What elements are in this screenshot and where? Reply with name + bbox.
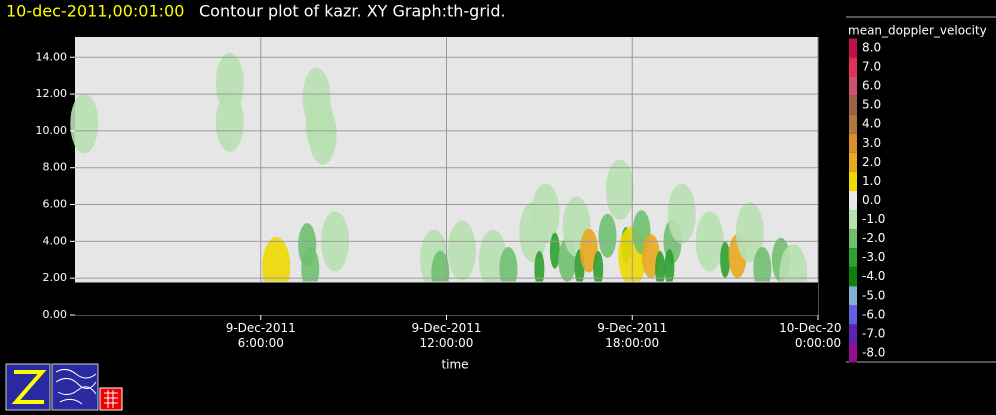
contour-cell <box>735 202 764 263</box>
colorbar-label: 0.0 <box>862 193 881 207</box>
y-tick-label: 8.00 <box>43 161 68 174</box>
contour-cell <box>753 246 772 291</box>
y-tick-label: 0.00 <box>43 308 68 321</box>
colorbar-swatch <box>849 248 857 268</box>
colorbar-label: -7.0 <box>862 326 885 340</box>
colorbar-swatch <box>849 95 857 115</box>
y-tick-label: 4.00 <box>43 234 68 247</box>
colorbar-swatch <box>849 286 857 306</box>
colorbar-swatch <box>849 171 857 191</box>
contour-cell <box>531 183 560 244</box>
colorbar-label: 4.0 <box>862 117 881 131</box>
colorbar-swatch <box>849 267 857 287</box>
colorbar-swatch <box>849 210 857 230</box>
plot <box>70 53 808 305</box>
contour-cell <box>598 213 617 258</box>
colorbar-label: 2.0 <box>862 155 881 169</box>
colorbar-label: 8.0 <box>862 41 881 55</box>
contour-cell <box>308 104 337 165</box>
contour-cell <box>579 228 598 273</box>
y-tick-label: 2.00 <box>43 271 68 284</box>
contour-cell <box>70 93 99 154</box>
x-axis-title: time <box>441 358 468 372</box>
colorbar-label: 6.0 <box>862 79 881 93</box>
colorbar-swatch <box>849 190 857 211</box>
colorbar-label: -5.0 <box>862 288 885 302</box>
no-data-band <box>75 282 818 315</box>
colorbar-swatch <box>849 76 857 96</box>
colorbar-label: 7.0 <box>862 60 881 74</box>
x-tick-label: 9-Dec-2011 12:00:00 <box>411 321 481 350</box>
colorbar-label: -4.0 <box>862 269 885 283</box>
colorbar-swatch <box>849 38 857 58</box>
contour-cell <box>215 91 244 152</box>
contour-cell <box>499 246 518 291</box>
contour-cell <box>605 159 634 220</box>
colorbar-swatch <box>849 133 857 153</box>
colorbar-swatch <box>849 114 857 134</box>
colorbar-label: 5.0 <box>862 98 881 112</box>
colorbar-swatch <box>849 229 857 249</box>
contour-cell <box>301 246 320 291</box>
chart-title: Contour plot of kazr. XY Graph:th-grid. <box>199 2 506 21</box>
colorbar-title: mean_doppler_velocity <box>848 24 987 38</box>
x-tick-label: 9-Dec-2011 6:00:00 <box>226 321 296 350</box>
colorbar-label: -3.0 <box>862 250 885 264</box>
contour-cell <box>720 241 731 278</box>
y-tick-label: 6.00 <box>43 198 68 211</box>
colorbar-label: -8.0 <box>862 345 885 359</box>
x-tick-label: 10-Dec-2011 0:00:00 <box>779 321 857 350</box>
y-tick-label: 10.00 <box>36 124 68 137</box>
colorbar-label: 3.0 <box>862 136 881 150</box>
colorbar-swatch <box>849 152 857 172</box>
y-tick-label: 12.00 <box>36 87 68 100</box>
colorbar-swatch <box>849 305 857 325</box>
title-time: 10-dec-2011,00:01:00 <box>6 2 184 21</box>
contour-cell <box>447 220 476 281</box>
logo <box>5 363 123 411</box>
colorbar-label: -2.0 <box>862 231 885 245</box>
colorbar-label: 1.0 <box>862 174 881 188</box>
colorbar-label: -6.0 <box>862 307 885 321</box>
colorbar-swatch <box>849 324 857 344</box>
y-tick-label: 14.00 <box>36 50 68 63</box>
contour-cell <box>667 183 696 244</box>
x-ticks: 9-Dec-2011 6:00:00 9-Dec-2011 12:00:00 9-Dec… <box>226 321 857 350</box>
colorbar-label: -1.0 <box>862 212 885 226</box>
colorbar-swatch <box>849 343 857 363</box>
x-tick-label: 9-Dec-2011 18:00:00 <box>597 321 667 350</box>
colorbar-swatch <box>849 57 857 77</box>
contour-cell <box>664 249 675 286</box>
